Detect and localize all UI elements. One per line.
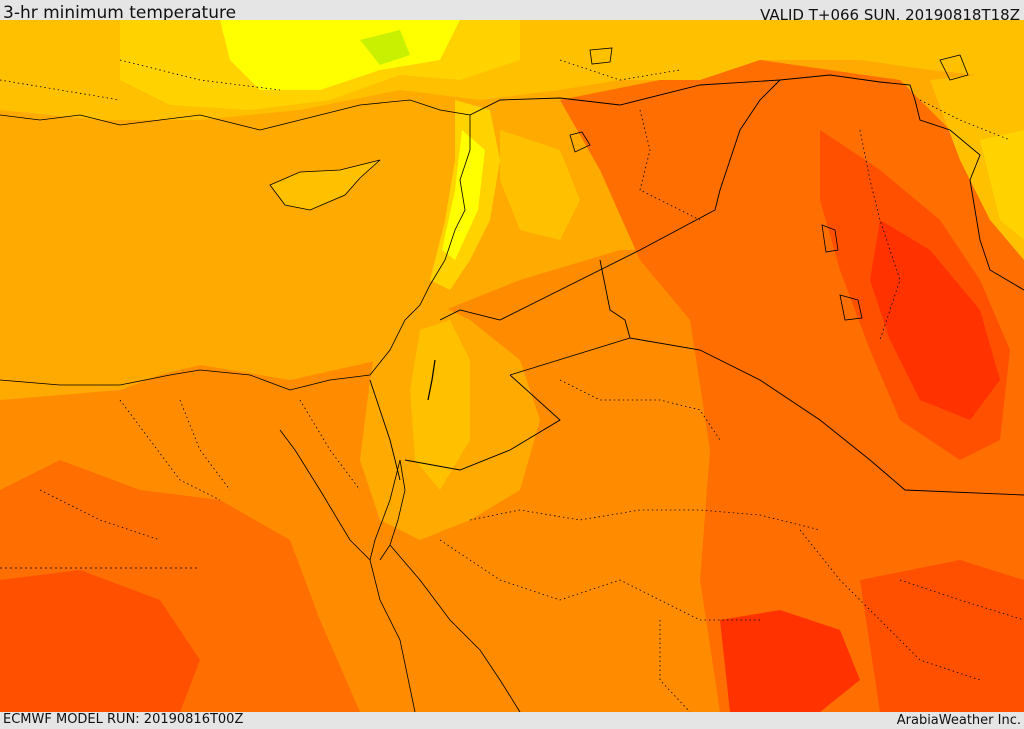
egypt-israel-border xyxy=(369,379,401,481)
iraq-saudi-border xyxy=(629,337,1024,496)
dead-sea-outline xyxy=(427,359,436,401)
cyprus-island xyxy=(269,159,381,211)
model-run-label: ECMWF MODEL RUN: 20190816T00Z xyxy=(3,712,244,727)
temperature-zone-levant-light-orange xyxy=(410,320,470,490)
turkey-southern-border xyxy=(469,74,1024,291)
gulf-of-aqaba-coastline xyxy=(379,459,406,561)
map-canvas xyxy=(0,20,1024,712)
levant-egypt-coastline xyxy=(0,109,471,391)
administrative-boundaries xyxy=(0,59,1024,712)
temperature-zone-lebanon-yellow xyxy=(442,130,485,260)
valid-time-label: VALID T+066 SUN. 20190818T18Z xyxy=(760,6,1020,24)
temperature-zone-north-lime xyxy=(360,30,410,65)
gulf-of-suez-coastline xyxy=(279,429,401,561)
jordan-saudi-border xyxy=(404,374,561,471)
mediterranean-sea-field xyxy=(0,100,455,385)
map-title: 3-hr minimum temperature xyxy=(3,3,237,23)
lake-outline xyxy=(589,47,613,65)
temperature-zone-south-red xyxy=(720,610,860,712)
lake-outline xyxy=(939,54,969,81)
temperature-map[interactable] xyxy=(0,20,1024,712)
lake-outline xyxy=(839,294,863,321)
turkey-coastline xyxy=(0,99,441,131)
temperature-zone-red xyxy=(870,220,1000,420)
temperature-zone-zagros-gold xyxy=(980,130,1024,240)
temperature-zone-south-red-orange xyxy=(860,560,1024,712)
credit-label: ArabiaWeather Inc. xyxy=(896,713,1021,728)
lake-outline xyxy=(569,131,591,153)
syria-iraq-jordan-border xyxy=(439,79,781,321)
jordan-iraq-saudi-border xyxy=(509,259,631,376)
temperature-zone-egypt-red-orange xyxy=(0,570,200,712)
lake-outline xyxy=(821,224,839,253)
temperature-zone-syria-light-orange xyxy=(500,130,580,240)
red-sea-east-coastline xyxy=(389,544,521,712)
red-sea-west-coastline xyxy=(369,559,416,712)
